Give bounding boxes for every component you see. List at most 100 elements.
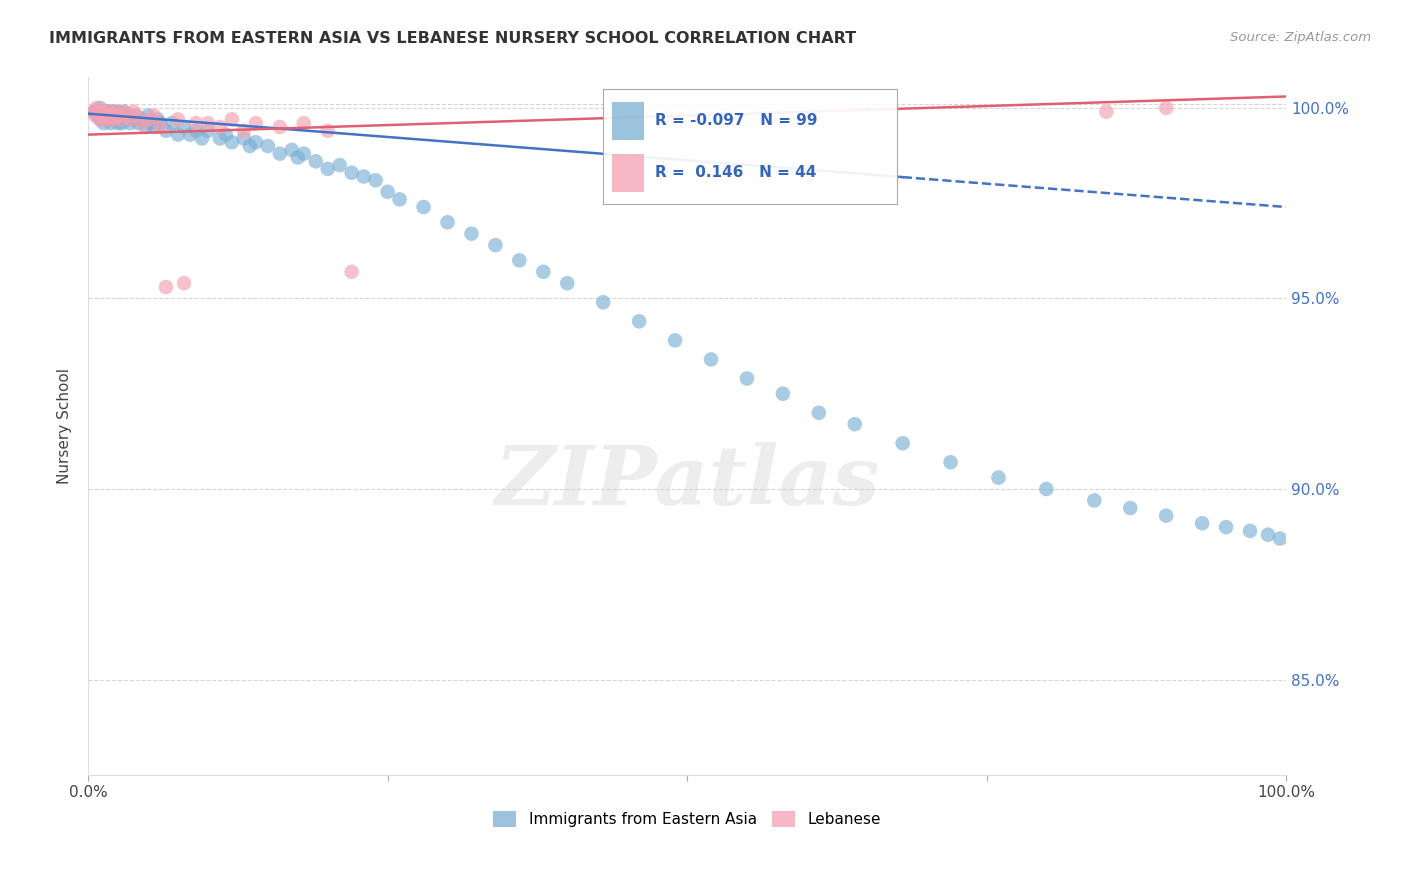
Point — [135, 120, 157, 134]
Point — [287, 151, 309, 165]
Point — [269, 146, 291, 161]
Point — [103, 112, 125, 127]
Point — [83, 104, 105, 119]
Point — [112, 112, 135, 127]
Point — [115, 109, 138, 123]
Point — [245, 116, 267, 130]
Point — [94, 104, 117, 119]
Point — [87, 104, 110, 119]
Point — [208, 131, 231, 145]
Point — [146, 112, 169, 127]
Point — [100, 104, 122, 119]
Point — [436, 215, 458, 229]
Point — [96, 112, 118, 127]
Point — [807, 406, 830, 420]
Point — [84, 109, 107, 123]
Point — [107, 116, 129, 130]
Point — [160, 116, 183, 130]
Point — [1268, 532, 1291, 546]
Point — [1215, 520, 1237, 534]
Point — [197, 116, 219, 130]
Point — [91, 104, 114, 119]
Point — [103, 104, 125, 119]
Point — [98, 104, 121, 119]
Point — [93, 109, 115, 123]
Point — [89, 112, 111, 127]
Point — [96, 104, 118, 119]
Point — [412, 200, 434, 214]
Point — [111, 116, 134, 130]
Legend: Immigrants from Eastern Asia, Lebanese: Immigrants from Eastern Asia, Lebanese — [488, 805, 887, 833]
Point — [107, 109, 129, 123]
Point — [1191, 516, 1213, 531]
Point — [110, 112, 132, 127]
Point — [329, 158, 352, 172]
Point — [117, 112, 139, 127]
Text: ZIPatlas: ZIPatlas — [495, 442, 880, 522]
Point — [1083, 493, 1105, 508]
Point — [628, 314, 651, 328]
Point — [86, 104, 108, 119]
Point — [101, 112, 124, 127]
Point — [232, 131, 254, 145]
Point — [1035, 482, 1057, 496]
Point — [388, 193, 411, 207]
Point — [891, 436, 914, 450]
Point — [191, 131, 214, 145]
Point — [143, 109, 166, 123]
Point — [1154, 101, 1177, 115]
Point — [89, 104, 111, 119]
Point — [1154, 508, 1177, 523]
Point — [364, 173, 387, 187]
Point — [87, 109, 110, 123]
Point — [122, 112, 145, 127]
Point — [664, 334, 686, 348]
Point — [131, 112, 153, 127]
Point — [149, 120, 172, 134]
Text: IMMIGRANTS FROM EASTERN ASIA VS LEBANESE NURSERY SCHOOL CORRELATION CHART: IMMIGRANTS FROM EASTERN ASIA VS LEBANESE… — [49, 31, 856, 46]
Point — [221, 135, 243, 149]
Point — [103, 112, 125, 127]
Point — [87, 109, 110, 123]
Point — [508, 253, 530, 268]
Point — [292, 116, 315, 130]
Point — [245, 135, 267, 149]
Point — [112, 104, 135, 119]
Point — [316, 124, 339, 138]
Point — [353, 169, 375, 184]
Point — [86, 101, 108, 115]
Point — [94, 112, 117, 127]
Point — [215, 128, 238, 142]
Point — [90, 104, 112, 119]
Point — [93, 104, 115, 119]
Point — [377, 185, 399, 199]
Point — [136, 112, 159, 127]
Point — [239, 139, 262, 153]
Point — [1257, 527, 1279, 541]
Point — [173, 277, 195, 291]
Point — [127, 116, 149, 130]
Point — [179, 128, 201, 142]
Point — [208, 120, 231, 134]
Point — [232, 124, 254, 138]
Point — [103, 109, 125, 123]
Point — [340, 166, 363, 180]
Point — [700, 352, 723, 367]
Point — [281, 143, 304, 157]
Point — [460, 227, 482, 241]
Point — [136, 109, 159, 123]
Text: Source: ZipAtlas.com: Source: ZipAtlas.com — [1230, 31, 1371, 45]
Point — [112, 104, 135, 119]
Point — [316, 161, 339, 176]
Point — [108, 109, 131, 123]
Point — [125, 109, 148, 123]
Point — [173, 120, 195, 134]
Point — [93, 116, 115, 130]
Point — [91, 109, 114, 123]
Point — [89, 112, 111, 127]
Point — [167, 128, 190, 142]
Point — [94, 104, 117, 119]
Point — [125, 109, 148, 123]
Point — [155, 124, 177, 138]
Y-axis label: Nursery School: Nursery School — [58, 368, 72, 484]
